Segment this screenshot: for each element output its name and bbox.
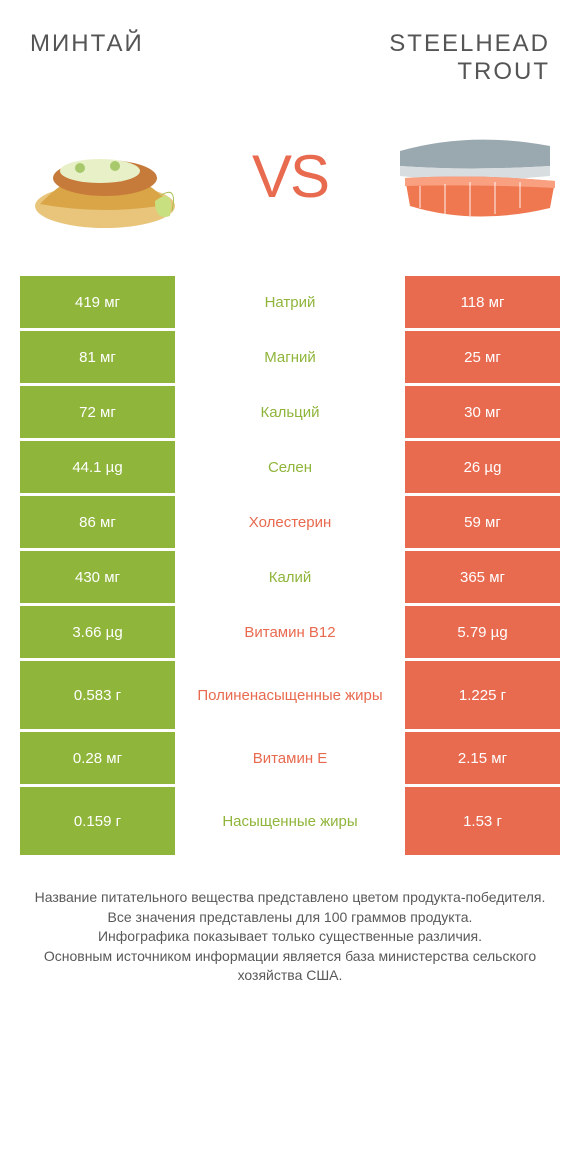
header: МИНТАЙ STEELHEAD TROUT — [0, 0, 580, 96]
footer-line: Инфографика показывает только существенн… — [20, 927, 560, 947]
table-row: 419 мгНатрий118 мг — [20, 276, 560, 328]
cell-left-value: 0.583 г — [20, 661, 175, 729]
cell-nutrient-label: Витамин E — [175, 732, 405, 784]
cell-left-value: 72 мг — [20, 386, 175, 438]
cell-right-value: 26 µg — [405, 441, 560, 493]
cell-left-value: 81 мг — [20, 331, 175, 383]
table-row: 3.66 µgВитамин B125.79 µg — [20, 606, 560, 658]
table-row: 0.583 гПолиненасыщенные жиры1.225 г — [20, 661, 560, 729]
cell-left-value: 44.1 µg — [20, 441, 175, 493]
table-row: 0.28 мгВитамин E2.15 мг — [20, 732, 560, 784]
cell-nutrient-label: Селен — [175, 441, 405, 493]
food-image-right — [390, 116, 560, 236]
table-row: 0.159 гНасыщенные жиры1.53 г — [20, 787, 560, 855]
cell-nutrient-label: Магний — [175, 331, 405, 383]
cell-left-value: 86 мг — [20, 496, 175, 548]
images-row: VS — [0, 96, 580, 276]
table-row: 81 мгМагний25 мг — [20, 331, 560, 383]
cell-left-value: 0.159 г — [20, 787, 175, 855]
title-left: МИНТАЙ — [30, 30, 144, 58]
cell-left-value: 430 мг — [20, 551, 175, 603]
cell-nutrient-label: Витамин B12 — [175, 606, 405, 658]
cell-nutrient-label: Холестерин — [175, 496, 405, 548]
footer-line: Основным источником информации является … — [20, 947, 560, 986]
cell-nutrient-label: Насыщенные жиры — [175, 787, 405, 855]
cell-right-value: 118 мг — [405, 276, 560, 328]
footer-line: Все значения представлены для 100 граммо… — [20, 908, 560, 928]
cell-nutrient-label: Калий — [175, 551, 405, 603]
footer-line: Название питательного вещества представл… — [20, 888, 560, 908]
cell-right-value: 30 мг — [405, 386, 560, 438]
cell-right-value: 365 мг — [405, 551, 560, 603]
title-right-line2: TROUT — [389, 58, 550, 86]
cell-right-value: 2.15 мг — [405, 732, 560, 784]
cell-left-value: 3.66 µg — [20, 606, 175, 658]
footer-notes: Название питательного вещества представл… — [0, 858, 580, 1016]
comparison-table: 419 мгНатрий118 мг81 мгМагний25 мг72 мгК… — [20, 276, 560, 855]
title-right: STEELHEAD TROUT — [389, 30, 550, 86]
title-right-line1: STEELHEAD — [389, 30, 550, 58]
cell-right-value: 5.79 µg — [405, 606, 560, 658]
cell-nutrient-label: Полиненасыщенные жиры — [175, 661, 405, 729]
cell-right-value: 59 мг — [405, 496, 560, 548]
cell-right-value: 1.225 г — [405, 661, 560, 729]
table-row: 72 мгКальций30 мг — [20, 386, 560, 438]
food-image-left — [20, 116, 190, 236]
table-row: 86 мгХолестерин59 мг — [20, 496, 560, 548]
cell-right-value: 1.53 г — [405, 787, 560, 855]
table-row: 430 мгКалий365 мг — [20, 551, 560, 603]
cell-left-value: 419 мг — [20, 276, 175, 328]
table-row: 44.1 µgСелен26 µg — [20, 441, 560, 493]
cell-left-value: 0.28 мг — [20, 732, 175, 784]
cell-nutrient-label: Натрий — [175, 276, 405, 328]
cell-nutrient-label: Кальций — [175, 386, 405, 438]
cell-right-value: 25 мг — [405, 331, 560, 383]
vs-label: VS — [252, 142, 328, 211]
